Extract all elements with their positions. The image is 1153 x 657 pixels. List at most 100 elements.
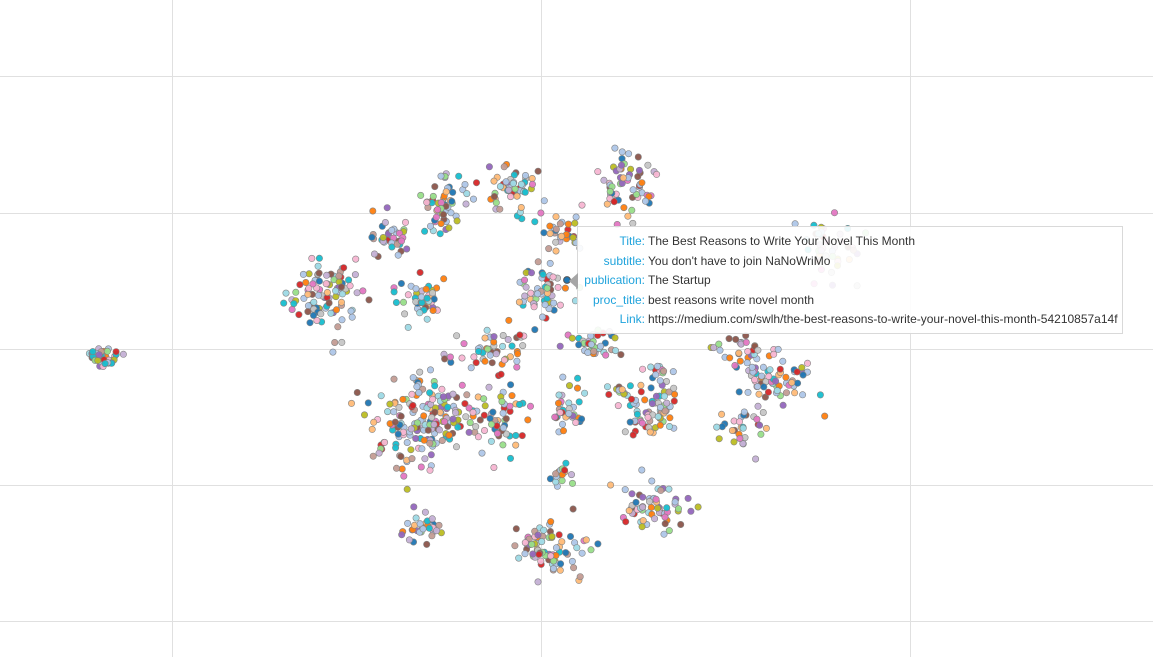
data-point[interactable] xyxy=(94,356,102,364)
data-point[interactable] xyxy=(645,497,653,505)
data-point[interactable] xyxy=(751,376,759,384)
data-point[interactable] xyxy=(487,420,495,428)
data-point[interactable] xyxy=(770,350,778,358)
data-point[interactable] xyxy=(578,415,586,423)
data-point[interactable] xyxy=(379,234,387,242)
data-point[interactable] xyxy=(742,338,750,346)
data-point[interactable] xyxy=(416,309,424,317)
data-point[interactable] xyxy=(421,227,429,235)
data-point[interactable] xyxy=(499,331,507,339)
data-point[interactable] xyxy=(575,341,583,349)
data-point[interactable] xyxy=(661,513,669,521)
data-point[interactable] xyxy=(581,389,589,397)
data-point[interactable] xyxy=(726,354,734,362)
data-point[interactable] xyxy=(383,204,391,212)
data-point[interactable] xyxy=(611,347,619,355)
data-point[interactable] xyxy=(531,218,539,226)
data-point[interactable] xyxy=(512,525,520,533)
data-point[interactable] xyxy=(423,294,431,302)
data-point[interactable] xyxy=(419,525,427,533)
data-point[interactable] xyxy=(561,466,569,474)
data-point[interactable] xyxy=(505,316,513,324)
data-point[interactable] xyxy=(647,384,655,392)
data-point[interactable] xyxy=(546,475,554,483)
data-point[interactable] xyxy=(352,255,360,263)
data-point[interactable] xyxy=(621,428,629,436)
data-point[interactable] xyxy=(568,479,576,487)
data-point[interactable] xyxy=(545,245,553,253)
data-point[interactable] xyxy=(322,280,330,288)
data-point[interactable] xyxy=(758,372,766,380)
data-point[interactable] xyxy=(346,282,354,290)
data-point[interactable] xyxy=(546,259,554,267)
data-point[interactable] xyxy=(521,550,529,558)
data-point[interactable] xyxy=(527,269,535,277)
data-point[interactable] xyxy=(753,415,761,423)
data-point[interactable] xyxy=(539,270,547,278)
data-point[interactable] xyxy=(568,334,576,342)
data-point[interactable] xyxy=(290,300,298,308)
data-point[interactable] xyxy=(627,395,635,403)
data-point[interactable] xyxy=(428,532,436,540)
data-point[interactable] xyxy=(791,389,799,397)
data-point[interactable] xyxy=(653,362,661,370)
data-point[interactable] xyxy=(555,531,563,539)
data-point[interactable] xyxy=(620,204,628,212)
data-point[interactable] xyxy=(392,444,400,452)
data-point[interactable] xyxy=(534,167,542,175)
data-point[interactable] xyxy=(556,409,564,417)
data-point[interactable] xyxy=(370,418,378,426)
data-point[interactable] xyxy=(534,258,542,266)
data-point[interactable] xyxy=(538,313,546,321)
data-point[interactable] xyxy=(663,399,671,407)
data-point[interactable] xyxy=(629,431,637,439)
data-point[interactable] xyxy=(507,381,515,389)
data-point[interactable] xyxy=(735,388,743,396)
data-point[interactable] xyxy=(304,290,312,298)
data-point[interactable] xyxy=(606,188,614,196)
data-point[interactable] xyxy=(671,498,679,506)
data-point[interactable] xyxy=(597,342,605,350)
data-point[interactable] xyxy=(305,270,313,278)
data-point[interactable] xyxy=(417,191,425,199)
data-point[interactable] xyxy=(661,520,669,528)
data-point[interactable] xyxy=(408,390,416,398)
data-point[interactable] xyxy=(485,163,493,171)
data-point[interactable] xyxy=(449,390,457,398)
data-point[interactable] xyxy=(644,161,652,169)
data-point[interactable] xyxy=(603,383,611,391)
data-point[interactable] xyxy=(548,532,556,540)
data-point[interactable] xyxy=(313,316,321,324)
data-point[interactable] xyxy=(578,201,586,209)
data-point[interactable] xyxy=(517,180,525,188)
data-point[interactable] xyxy=(559,373,567,381)
data-point[interactable] xyxy=(637,388,645,396)
data-point[interactable] xyxy=(463,391,471,399)
data-point[interactable] xyxy=(449,415,457,423)
data-point[interactable] xyxy=(656,403,664,411)
data-point[interactable] xyxy=(89,348,97,356)
data-point[interactable] xyxy=(438,385,446,393)
data-point[interactable] xyxy=(665,527,673,535)
data-point[interactable] xyxy=(628,206,636,214)
data-point[interactable] xyxy=(403,438,411,446)
data-point[interactable] xyxy=(694,503,702,511)
data-point[interactable] xyxy=(794,379,802,387)
data-point[interactable] xyxy=(531,326,539,334)
data-point[interactable] xyxy=(323,271,331,279)
data-point[interactable] xyxy=(490,177,498,185)
data-point[interactable] xyxy=(546,230,554,238)
data-point[interactable] xyxy=(488,359,496,367)
data-point[interactable] xyxy=(594,168,602,176)
data-point[interactable] xyxy=(572,418,580,426)
data-point[interactable] xyxy=(409,401,417,409)
data-point[interactable] xyxy=(567,471,575,479)
data-point[interactable] xyxy=(562,459,570,467)
data-point[interactable] xyxy=(360,411,368,419)
data-point[interactable] xyxy=(644,413,652,421)
data-point[interactable] xyxy=(458,381,466,389)
data-point[interactable] xyxy=(557,232,565,240)
data-point[interactable] xyxy=(521,292,529,300)
data-point[interactable] xyxy=(368,233,376,241)
data-point[interactable] xyxy=(490,463,498,471)
